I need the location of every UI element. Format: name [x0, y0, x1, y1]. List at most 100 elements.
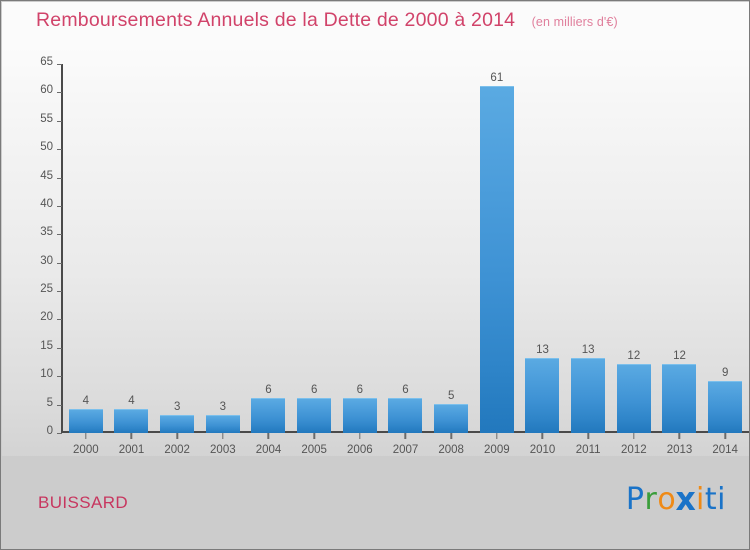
bar-group[interactable]: 3 2003 — [200, 64, 246, 456]
chart-header: Remboursements Annuels de la Dette de 20… — [2, 2, 749, 46]
bar[interactable] — [571, 358, 606, 433]
bar-value-label: 13 — [536, 344, 549, 357]
y-axis-tick-mark — [57, 404, 62, 406]
bar-value-label: 9 — [721, 366, 729, 379]
y-axis-tick: 5 — [2, 397, 66, 409]
bar-group[interactable]: 6 2006 — [337, 64, 383, 456]
x-axis-tick-label: 2009 — [484, 444, 510, 456]
plot-area: 0 5 10 15 20 25 30 35 40 45 50 55 60 65 4 2000 4 2001 3 20… — [2, 46, 749, 458]
x-axis-tick-label: 2002 — [164, 444, 190, 456]
proxiti-logo[interactable]: Proxiti — [625, 480, 726, 519]
bar-group[interactable]: 6 2004 — [246, 64, 292, 456]
bars-layer: 4 2000 4 2001 3 2002 3 2003 6 2004 6 2005 6 2006 6 2007… — [63, 64, 748, 456]
y-axis-tick-mark — [57, 120, 62, 122]
y-axis-tick-label: 15 — [40, 339, 53, 352]
y-axis-tick-label: 10 — [40, 368, 53, 381]
bar[interactable] — [616, 363, 651, 433]
y-axis-tick-label: 50 — [40, 141, 53, 154]
bar[interactable] — [68, 409, 103, 433]
y-axis-tick: 15 — [2, 340, 66, 352]
y-axis-tick: 20 — [2, 311, 66, 323]
bar-value-label: 61 — [490, 71, 504, 84]
y-axis-tick-label: 60 — [40, 84, 53, 97]
bar[interactable] — [160, 414, 195, 433]
bar[interactable] — [251, 397, 286, 433]
y-axis-tick-mark — [57, 347, 62, 349]
bar[interactable] — [297, 397, 332, 433]
bar-group[interactable]: 9 2014 — [702, 64, 748, 456]
logo-letter-p: P — [625, 482, 645, 517]
bar-value-label: 4 — [82, 395, 90, 408]
bar[interactable] — [708, 380, 743, 433]
y-axis-tick: 40 — [2, 198, 66, 210]
y-axis-tick-mark — [57, 205, 62, 207]
x-axis-tick-mark — [222, 433, 224, 439]
x-axis-tick-label: 2012 — [621, 444, 647, 456]
x-axis-tick-label: 2005 — [301, 444, 327, 456]
x-axis-tick-mark — [496, 433, 498, 439]
bar[interactable] — [388, 397, 423, 433]
y-axis-tick: 50 — [2, 141, 66, 153]
x-axis-tick-mark — [678, 433, 681, 439]
bar[interactable] — [114, 409, 149, 433]
bar[interactable] — [342, 397, 377, 433]
logo-letter-r: r — [644, 482, 658, 517]
bar[interactable] — [205, 414, 240, 433]
bar-group[interactable]: 12 2012 — [611, 64, 657, 456]
y-axis-tick-label: 35 — [40, 226, 53, 239]
x-axis-tick-label: 2010 — [529, 444, 556, 456]
x-axis-tick-mark — [541, 433, 544, 439]
x-axis-tick-label: 2013 — [666, 444, 693, 456]
bar-group[interactable]: 4 2001 — [109, 64, 155, 456]
y-axis-tick-mark — [57, 92, 62, 94]
bar[interactable] — [479, 85, 514, 433]
x-axis-tick-label: 2001 — [118, 444, 145, 456]
bar-value-label: 12 — [627, 349, 641, 362]
x-axis-tick-label: 2004 — [255, 444, 282, 456]
bar-value-label: 6 — [402, 383, 409, 396]
bar-value-label: 3 — [219, 400, 227, 413]
x-axis-tick-label: 2014 — [712, 444, 738, 456]
title-line: Remboursements Annuels de la Dette de 20… — [36, 9, 618, 32]
y-axis-tick-mark — [57, 319, 62, 321]
y-axis-tick-mark — [57, 177, 62, 179]
bar-group[interactable]: 3 2002 — [154, 64, 200, 456]
y-axis-tick-label: 65 — [40, 56, 53, 68]
bar-group[interactable]: 6 2005 — [291, 64, 337, 456]
x-axis-tick-mark — [176, 433, 178, 439]
bar[interactable] — [525, 358, 560, 433]
x-axis-tick-label: 2006 — [347, 444, 373, 456]
bar-value-label: 12 — [673, 349, 686, 362]
bar-group[interactable]: 4 2000 — [63, 64, 109, 456]
bar-group[interactable]: 13 2010 — [520, 64, 566, 456]
bar-group[interactable]: 61 2009 — [474, 64, 520, 456]
y-axis-tick: 55 — [2, 113, 66, 125]
bar-group[interactable]: 5 2008 — [428, 64, 474, 456]
x-axis-tick-label: 2000 — [73, 444, 99, 456]
bar-group[interactable]: 13 2011 — [565, 64, 611, 456]
y-axis-tick: 65 — [2, 56, 66, 68]
x-axis-tick-mark — [450, 433, 452, 439]
x-axis-tick-mark — [359, 433, 361, 439]
y-axis-tick: 35 — [2, 226, 66, 238]
y-axis-tick-mark — [57, 234, 62, 236]
bar-value-label: 4 — [128, 395, 135, 408]
bar-value-label: 6 — [265, 383, 272, 396]
bar[interactable] — [434, 403, 469, 433]
y-axis-tick: 30 — [2, 255, 66, 267]
y-axis-tick: 45 — [2, 170, 66, 182]
x-axis-tick-label: 2008 — [438, 444, 464, 456]
x-axis-tick-mark — [267, 433, 270, 439]
bar-group[interactable]: 6 2007 — [383, 64, 429, 456]
x-axis-tick-mark — [313, 433, 315, 439]
bar[interactable] — [662, 363, 697, 433]
y-axis-tick-mark — [57, 433, 62, 434]
x-axis-tick-label: 2011 — [575, 444, 601, 456]
x-axis-tick-mark — [85, 433, 87, 439]
y-axis-tick-label: 40 — [40, 197, 53, 210]
x-axis-tick-mark — [587, 433, 589, 439]
bar-group[interactable]: 12 2013 — [657, 64, 703, 456]
y-axis-tick-mark — [57, 262, 62, 264]
page-title: Remboursements Annuels de la Dette de 20… — [36, 9, 516, 31]
